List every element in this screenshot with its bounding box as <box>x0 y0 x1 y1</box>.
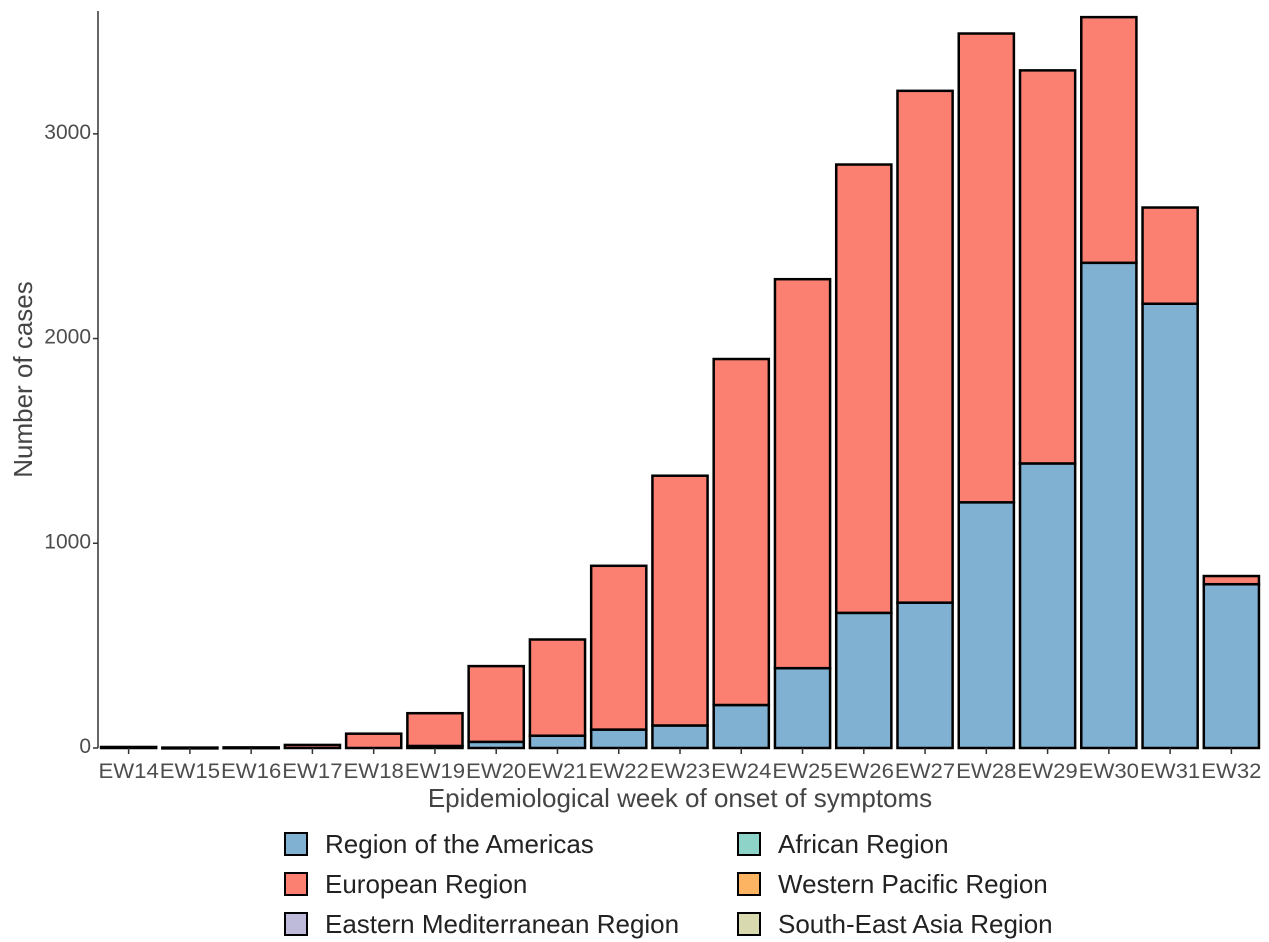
bar-ew27-series-0 <box>896 601 954 750</box>
bar-ew17-series-1 <box>283 743 342 750</box>
bar-ew30-series-1 <box>1080 15 1138 265</box>
legend-swatch-western-pacific <box>737 872 761 896</box>
bar-ew30-series-0 <box>1080 261 1138 750</box>
bar-ew28-series-0 <box>957 501 1016 750</box>
bar-ew22-series-1 <box>589 564 648 731</box>
bar-ew28-series-1 <box>957 32 1016 504</box>
x-tick-label: EW15 <box>160 760 220 783</box>
bar-ew31-series-1 <box>1141 206 1199 305</box>
x-tick-label: EW23 <box>650 760 710 783</box>
y-axis-title: Number of cases <box>8 281 38 478</box>
legend-item-european: European Region <box>284 866 527 902</box>
x-tick-label: EW31 <box>1140 760 1200 783</box>
bar-ew29-series-1 <box>1018 69 1077 465</box>
x-tick-label: EW25 <box>772 760 832 783</box>
x-tick-label: EW29 <box>1017 760 1077 783</box>
legend-label-eastern-mediterranean: Eastern Mediterranean Region <box>325 908 680 939</box>
legend-item-african: African Region <box>737 826 949 862</box>
bar-ew23-series-1 <box>651 474 709 727</box>
x-tick-label: EW32 <box>1201 760 1261 783</box>
legend-swatch-americas <box>284 832 308 856</box>
bar-ew19-series-1 <box>406 711 464 748</box>
legend-label-western-pacific: Western Pacific Region <box>778 868 1048 899</box>
bar-ew29-series-0 <box>1018 462 1077 750</box>
x-tick-label: EW24 <box>711 760 772 783</box>
bar-ew21-series-1 <box>528 638 587 737</box>
bar-ew21-series-0 <box>528 734 587 750</box>
x-tick-label: EW16 <box>221 760 281 783</box>
x-tick-label: EW30 <box>1079 760 1139 783</box>
legend-label-european: European Region <box>325 868 528 899</box>
bar-ew25-series-1 <box>773 277 832 670</box>
x-axis-title: Epidemiological week of onset of symptom… <box>428 783 932 813</box>
x-tick-label: EW14 <box>98 760 159 783</box>
x-tick-label: EW19 <box>405 760 465 783</box>
bar-ew32-series-1 <box>1202 574 1261 586</box>
x-tick-label: EW28 <box>956 760 1016 783</box>
bar-ew24-series-0 <box>712 703 771 750</box>
bar-ew23-series-0 <box>651 724 709 750</box>
legend-item-western-pacific: Western Pacific Region <box>737 866 1048 902</box>
legend: Region of the Americas European Region E… <box>284 826 1144 940</box>
legend-item-eastern-mediterranean: Eastern Mediterranean Region <box>284 906 679 942</box>
bar-ew24-series-1 <box>712 357 771 707</box>
bar-ew31-series-0 <box>1141 302 1199 750</box>
legend-label-south-east-asia: South-East Asia Region <box>778 908 1053 939</box>
x-tick-label: EW20 <box>466 760 526 783</box>
x-tick-label: EW18 <box>344 760 404 783</box>
x-tick-label: EW27 <box>895 760 955 783</box>
bars-layer <box>99 15 1261 750</box>
x-tick-label: EW21 <box>527 760 587 783</box>
bar-ew18-series-1 <box>344 732 403 750</box>
y-tick-label: 3000 <box>44 121 91 144</box>
legend-item-south-east-asia: South-East Asia Region <box>737 906 1053 942</box>
bar-ew27-series-1 <box>896 89 954 604</box>
legend-swatch-european <box>284 872 308 896</box>
legend-item-americas: Region of the Americas <box>284 826 594 862</box>
y-tick-label: 2000 <box>44 326 91 349</box>
x-tick-label: EW17 <box>282 760 342 783</box>
bar-ew20-series-1 <box>467 664 526 744</box>
legend-swatch-eastern-mediterranean <box>284 912 308 936</box>
legend-label-americas: Region of the Americas <box>325 828 594 859</box>
bar-ew26-series-0 <box>834 611 893 750</box>
y-tick-label: 1000 <box>44 530 91 553</box>
legend-label-african: African Region <box>778 828 949 859</box>
x-axis: EW14 EW15 EW16 EW17 EW18 EW19 EW20 EW21 EW22 EW23… <box>98 748 1262 783</box>
legend-swatch-african <box>737 832 761 856</box>
x-tick-label: EW22 <box>589 760 649 783</box>
bar-ew14-series-1 <box>99 745 158 750</box>
legend-swatch-south-east-asia <box>737 912 761 936</box>
bar-ew22-series-0 <box>589 728 648 750</box>
bar-ew25-series-0 <box>773 666 832 750</box>
bar-ew26-series-1 <box>834 163 893 615</box>
y-tick-label: 0 <box>79 735 91 758</box>
x-tick-label: EW26 <box>834 760 894 783</box>
y-axis: 0 1000 2000 3000 <box>44 121 98 758</box>
bar-ew32-series-0 <box>1202 582 1261 750</box>
